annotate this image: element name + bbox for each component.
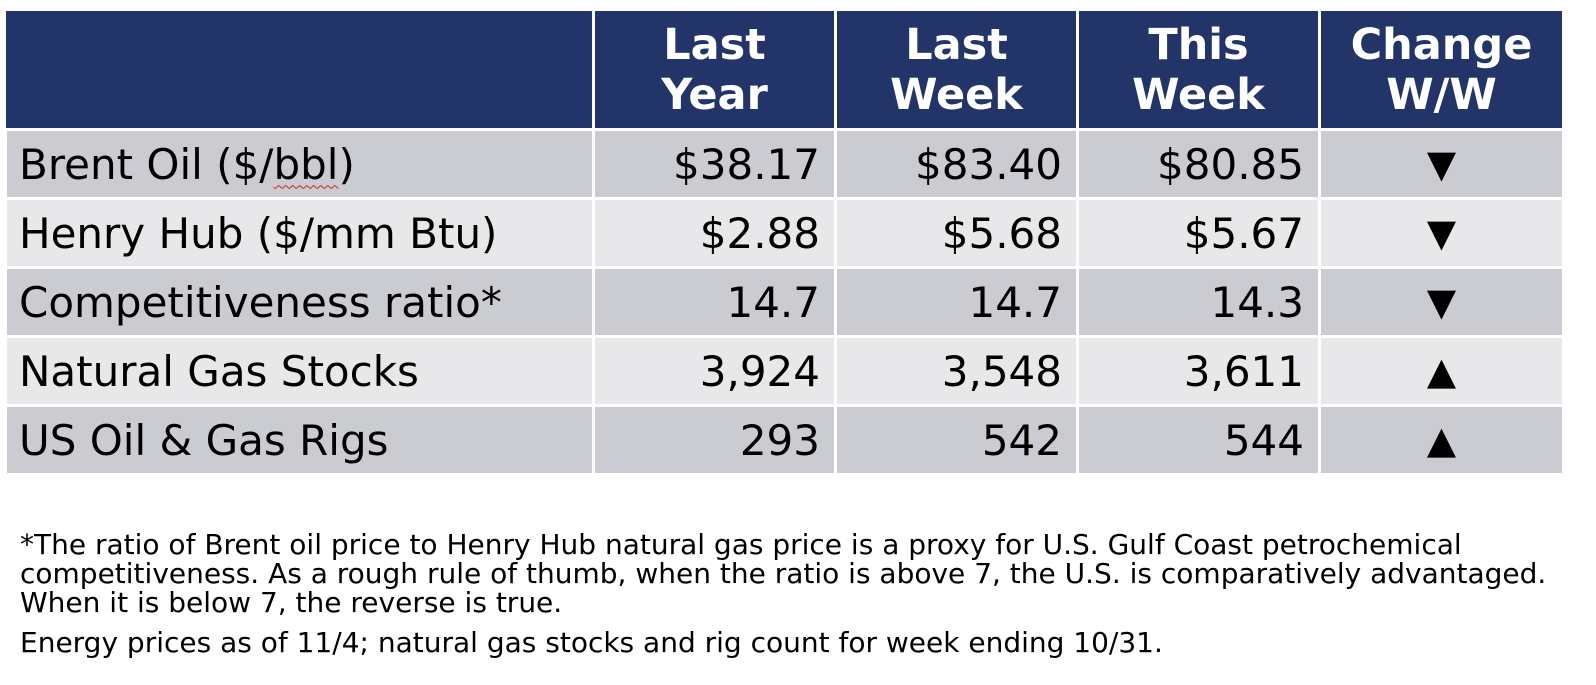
down-arrow-icon: ▼ xyxy=(1318,266,1565,338)
down-arrow-icon: ▼ xyxy=(1318,197,1565,269)
table-row: Competitiveness ratio* 14.7 14.7 14.3 ▼ xyxy=(4,266,1565,338)
header-last-year: Last Year xyxy=(592,8,837,131)
cell-last-week: 14.7 xyxy=(834,266,1079,338)
energy-summary-table: Last Year Last Week This Week Change W/W… xyxy=(4,8,1565,476)
cell-this-week: $80.85 xyxy=(1076,128,1321,200)
cell-last-year: 3,924 xyxy=(592,335,837,407)
header-last-week: Last Week xyxy=(834,8,1079,131)
down-arrow-icon: ▼ xyxy=(1318,128,1565,200)
cell-last-year: 14.7 xyxy=(592,266,837,338)
cell-last-week: $83.40 xyxy=(834,128,1079,200)
energy-summary-table-container: Last Year Last Week This Week Change W/W… xyxy=(4,8,1565,476)
label-text: Brent Oil ($/ xyxy=(19,139,274,189)
cell-last-week: 3,548 xyxy=(834,335,1079,407)
up-arrow-icon: ▲ xyxy=(1318,404,1565,476)
row-label-henry-hub: Henry Hub ($/mm Btu) xyxy=(4,197,595,269)
row-label-competitiveness-ratio: Competitiveness ratio* xyxy=(4,266,595,338)
cell-last-week: 542 xyxy=(834,404,1079,476)
table-row: US Oil & Gas Rigs 293 542 544 ▲ xyxy=(4,404,1565,476)
cell-last-year: $2.88 xyxy=(592,197,837,269)
header-blank xyxy=(5,8,595,131)
row-label-brent-oil: Brent Oil ($/bbl) xyxy=(4,128,595,200)
table-row: Natural Gas Stocks 3,924 3,548 3,611 ▲ xyxy=(4,335,1565,407)
cell-last-year: $38.17 xyxy=(592,128,837,200)
table-row: Brent Oil ($/bbl) $38.17 $83.40 $80.85 ▼ xyxy=(4,128,1565,200)
spellcheck-underlined-word: bbl xyxy=(273,139,339,189)
cell-this-week: $5.67 xyxy=(1076,197,1321,269)
cell-this-week: 544 xyxy=(1076,404,1321,476)
footnote-ratio: *The ratio of Brent oil price to Henry H… xyxy=(20,528,1547,619)
header-this-week: This Week xyxy=(1076,8,1321,131)
table-row: Henry Hub ($/mm Btu) $2.88 $5.68 $5.67 ▼ xyxy=(4,197,1565,269)
label-text: ) xyxy=(338,139,355,189)
table-header-row: Last Year Last Week This Week Change W/W xyxy=(5,8,1565,131)
footnote-dates: Energy prices as of 11/4; natural gas st… xyxy=(20,626,1163,659)
header-change-ww: Change W/W xyxy=(1318,8,1565,131)
cell-last-week: $5.68 xyxy=(834,197,1079,269)
up-arrow-icon: ▲ xyxy=(1318,335,1565,407)
cell-this-week: 3,611 xyxy=(1076,335,1321,407)
cell-this-week: 14.3 xyxy=(1076,266,1321,338)
row-label-us-oil-gas-rigs: US Oil & Gas Rigs xyxy=(4,404,595,476)
cell-last-year: 293 xyxy=(592,404,837,476)
row-label-natural-gas-stocks: Natural Gas Stocks xyxy=(4,335,595,407)
